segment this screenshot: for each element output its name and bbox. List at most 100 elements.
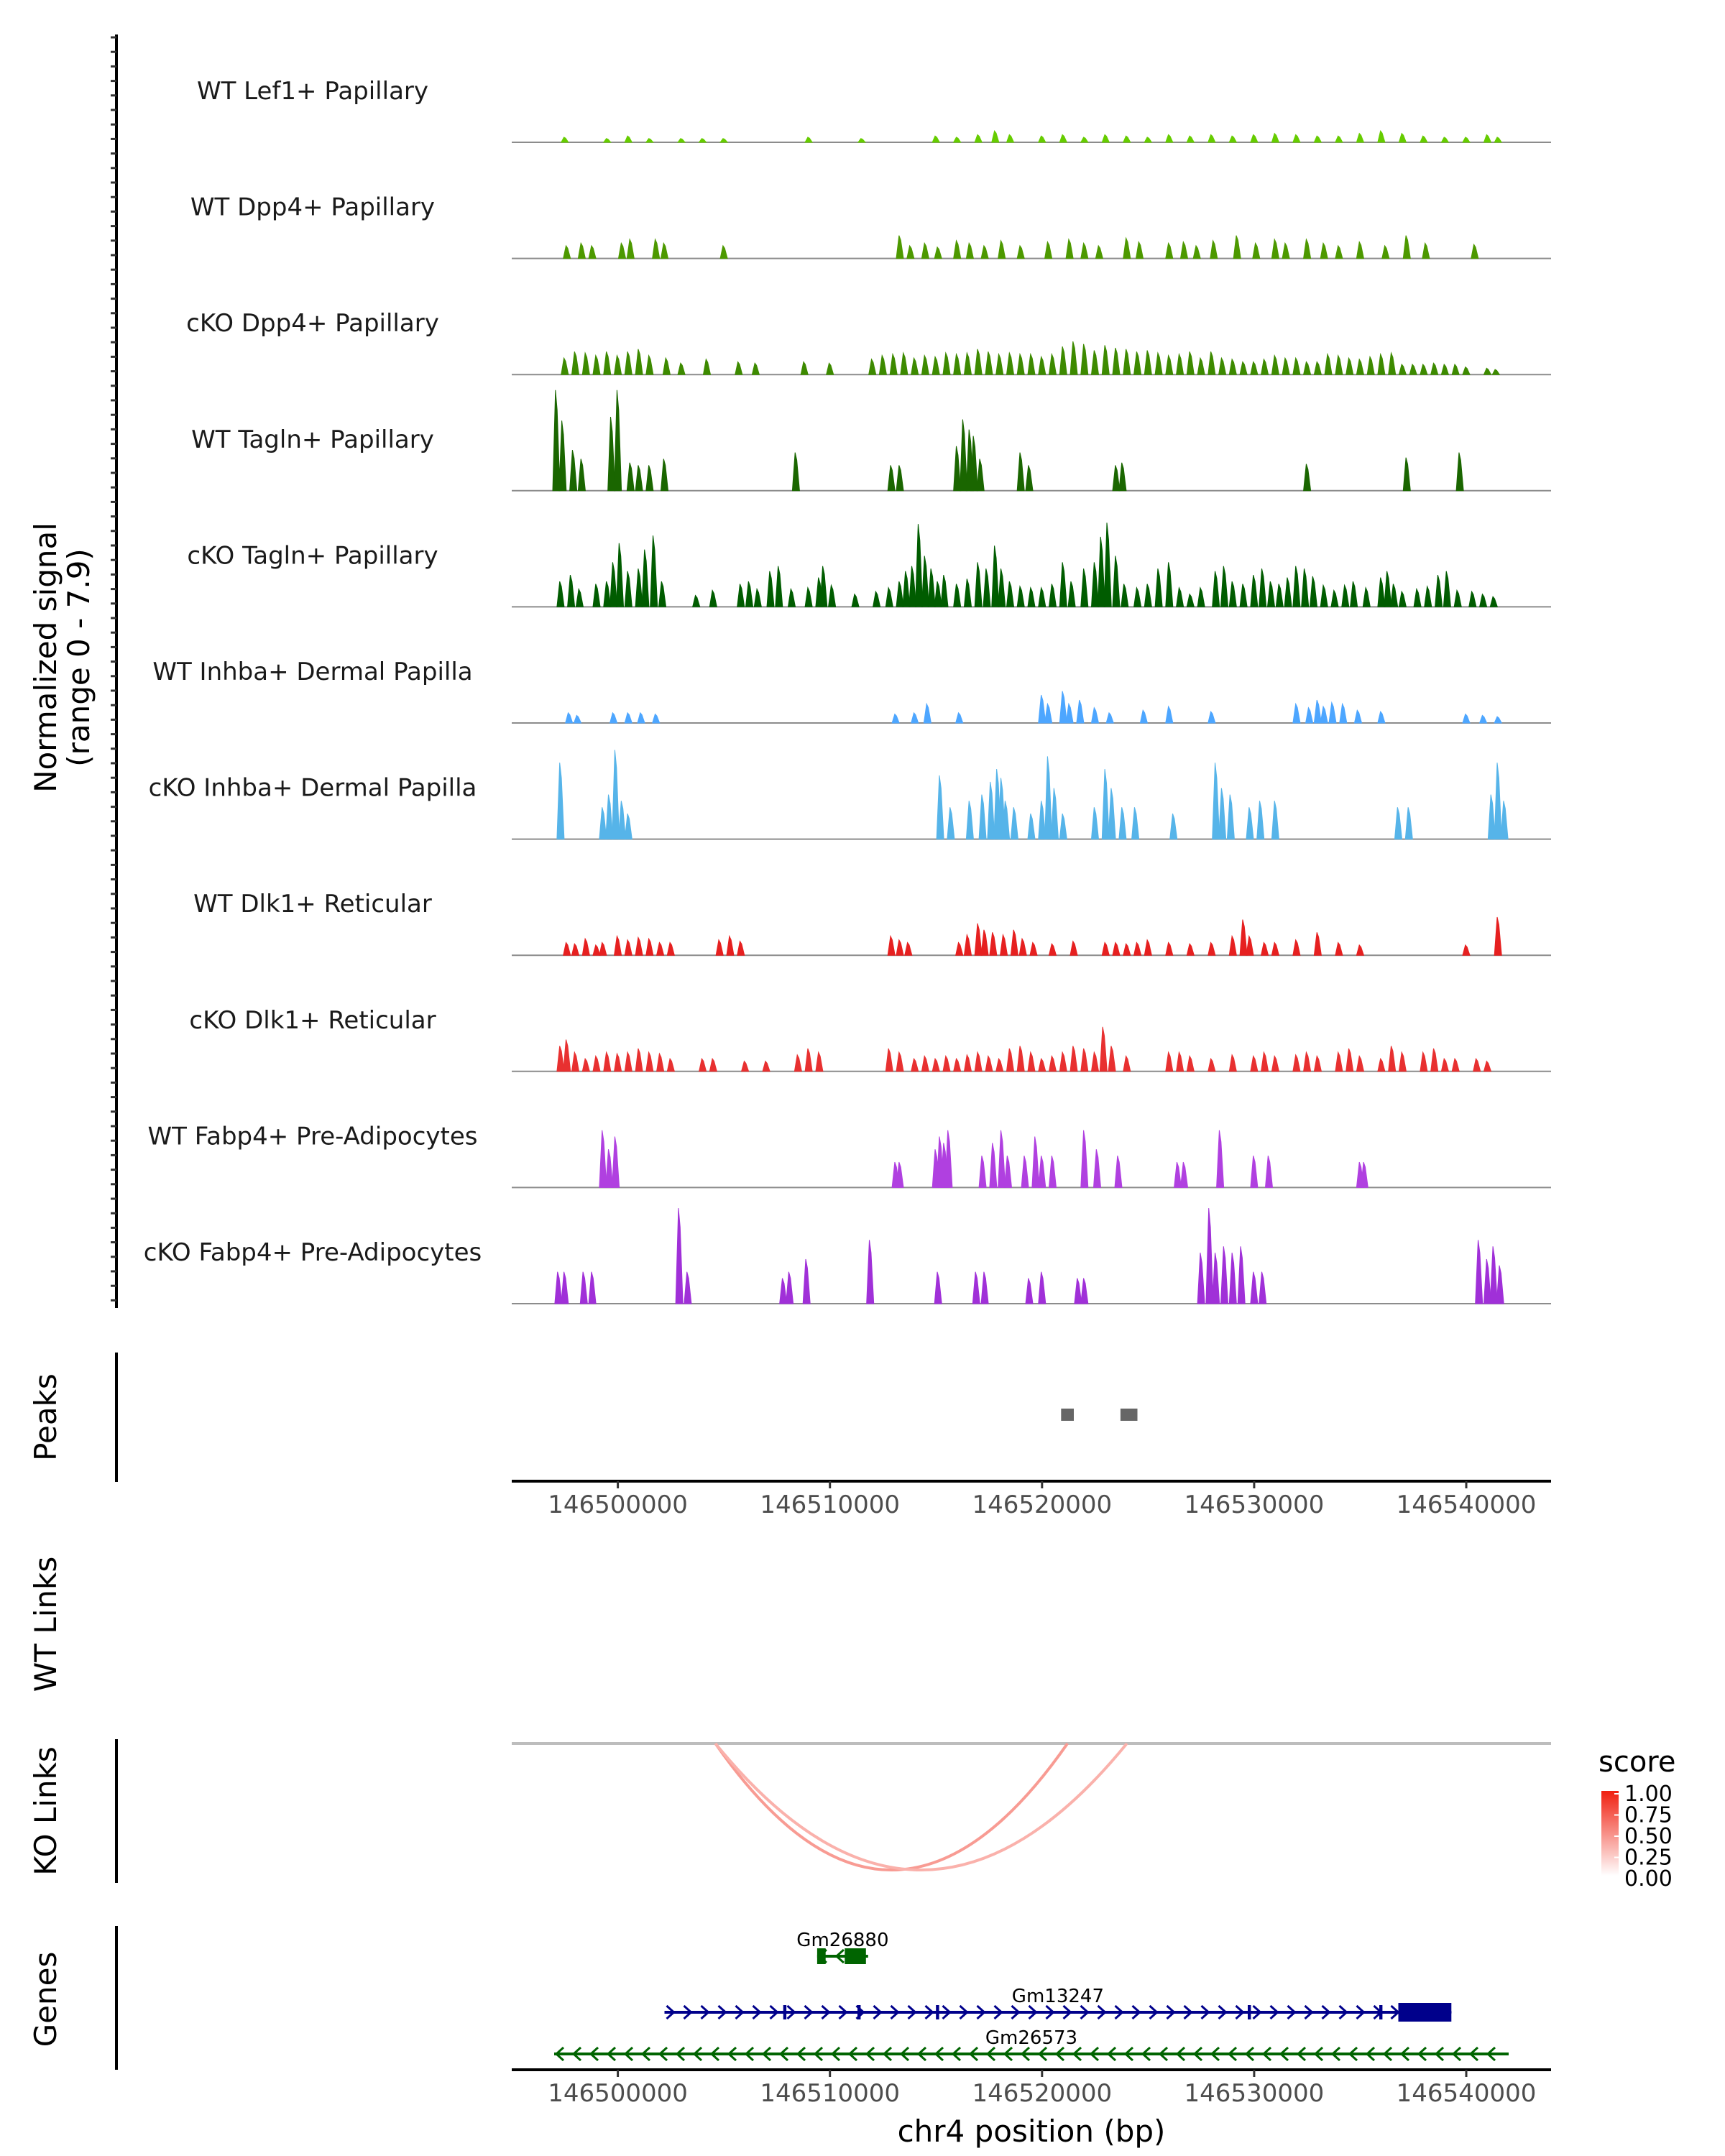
signal-peak bbox=[1292, 566, 1301, 607]
signal-peak bbox=[1462, 713, 1471, 724]
signal-peak bbox=[624, 351, 632, 375]
signal-peak bbox=[991, 129, 1000, 143]
strand-arrow bbox=[1106, 2046, 1117, 2062]
signal-peak bbox=[1038, 1271, 1046, 1304]
signal-peak bbox=[887, 934, 896, 956]
signal-peak bbox=[923, 702, 932, 724]
signal-peak bbox=[1320, 705, 1328, 724]
signal-peak bbox=[581, 1057, 590, 1072]
strand-arrow bbox=[968, 2046, 979, 2062]
signal-peak bbox=[1101, 134, 1110, 143]
strand-arrow bbox=[1244, 2046, 1255, 2062]
gene-exon bbox=[936, 2005, 939, 2019]
signal-peak bbox=[1165, 241, 1174, 259]
signal-peak bbox=[1259, 1271, 1267, 1304]
signal-peak bbox=[868, 358, 877, 375]
signal-peak bbox=[965, 801, 974, 840]
strand-arrow bbox=[717, 2004, 727, 2020]
strand-arrow bbox=[796, 2046, 806, 2062]
signal-peak bbox=[1179, 1161, 1189, 1188]
strand-arrow bbox=[1330, 2046, 1341, 2062]
signal-peak bbox=[1133, 941, 1142, 956]
strand-arrow bbox=[1097, 2004, 1107, 2020]
signal-peak bbox=[1430, 1048, 1439, 1072]
signal-peak bbox=[1250, 574, 1259, 607]
strand-arrow bbox=[692, 2046, 703, 2062]
genes-x-axis-ticks: 146500000 146510000 146520000 146530000 1465… bbox=[548, 2070, 1536, 2108]
signal-peak bbox=[1179, 241, 1189, 259]
signal-peak bbox=[745, 581, 754, 607]
gene-exon bbox=[783, 2005, 787, 2019]
signal-peak bbox=[571, 351, 580, 375]
track-label: WT Tagln+ Papillary bbox=[191, 425, 434, 454]
legend-tick-label: 0.25 bbox=[1624, 1846, 1673, 1871]
signal-peak bbox=[1271, 941, 1280, 956]
signal-peak bbox=[1165, 1051, 1174, 1072]
signal-peak bbox=[1205, 1208, 1214, 1304]
signal-peak bbox=[1070, 940, 1078, 956]
signal-peak bbox=[567, 574, 576, 607]
signal-peak bbox=[802, 1258, 811, 1304]
strand-arrow bbox=[1321, 2004, 1331, 2020]
signal-peak bbox=[1443, 571, 1451, 607]
signal-peak bbox=[698, 138, 707, 143]
signal-peak bbox=[709, 589, 717, 607]
signal-peak bbox=[1080, 1130, 1089, 1188]
signal-peak bbox=[791, 452, 800, 492]
signal-peak bbox=[1483, 1258, 1492, 1304]
ko-links-panel-label: KO Links bbox=[28, 1746, 63, 1876]
link-arcs bbox=[714, 1742, 1128, 1871]
signal-peak bbox=[976, 459, 985, 492]
signal-peak bbox=[983, 568, 991, 607]
signal-peak bbox=[1313, 1055, 1322, 1072]
strand-arrow bbox=[683, 2004, 693, 2020]
signal-peak bbox=[952, 137, 962, 143]
signal-peak bbox=[1430, 362, 1439, 375]
signal-peak bbox=[1048, 352, 1057, 375]
signal-peak bbox=[607, 416, 616, 492]
legend-tick-label: 0.50 bbox=[1624, 1824, 1673, 1849]
x-axis-title: chr4 position (bp) bbox=[898, 2114, 1166, 2149]
signal-peak bbox=[1491, 369, 1501, 375]
signal-peak bbox=[1123, 135, 1131, 143]
signal-peak bbox=[1016, 585, 1025, 607]
signal-peak bbox=[1390, 584, 1399, 607]
signal-peak bbox=[1192, 244, 1201, 259]
signal-peak bbox=[1360, 1161, 1368, 1188]
signal-peak bbox=[1260, 941, 1269, 956]
signal-peak bbox=[1114, 1155, 1123, 1188]
strand-arrow bbox=[1011, 2004, 1021, 2020]
strand-arrow bbox=[666, 2004, 676, 2020]
strand-arrow bbox=[1166, 2004, 1176, 2020]
strand-arrow bbox=[834, 1948, 845, 1964]
signal-peak bbox=[1341, 584, 1350, 607]
signal-peak bbox=[1059, 1051, 1067, 1072]
genes-panel-label: Genes bbox=[28, 1952, 63, 2047]
signal-peak bbox=[985, 1055, 993, 1072]
signal-peak bbox=[1169, 814, 1178, 840]
signal-peak bbox=[1398, 1051, 1407, 1072]
track-label: WT Fabp4+ Pre-Adipocytes bbox=[148, 1122, 478, 1151]
signal-peak bbox=[921, 241, 930, 259]
signal-peak bbox=[1123, 943, 1131, 956]
signal-peak bbox=[561, 1271, 569, 1304]
signal-peak bbox=[932, 135, 941, 143]
strand-arrow bbox=[1089, 2046, 1100, 2062]
signal-peak bbox=[577, 459, 586, 492]
signal-peak bbox=[737, 584, 745, 607]
signal-peak bbox=[1044, 702, 1053, 724]
signal-peak bbox=[702, 358, 712, 375]
signal-peak bbox=[1228, 1253, 1237, 1304]
signal-peak bbox=[1239, 919, 1248, 956]
signal-peak bbox=[1475, 1240, 1484, 1304]
signal-peak bbox=[955, 711, 964, 724]
strand-arrow bbox=[813, 2046, 824, 2062]
signal-peak bbox=[963, 1054, 972, 1072]
signal-peak bbox=[1398, 132, 1407, 143]
signal-peak bbox=[666, 941, 675, 956]
signal-peak bbox=[1080, 1278, 1089, 1304]
strand-arrow bbox=[1218, 2004, 1228, 2020]
strand-arrow bbox=[1417, 2046, 1427, 2062]
x-tick-label: 146500000 bbox=[548, 1491, 688, 1519]
strand-arrow bbox=[1451, 2046, 1462, 2062]
